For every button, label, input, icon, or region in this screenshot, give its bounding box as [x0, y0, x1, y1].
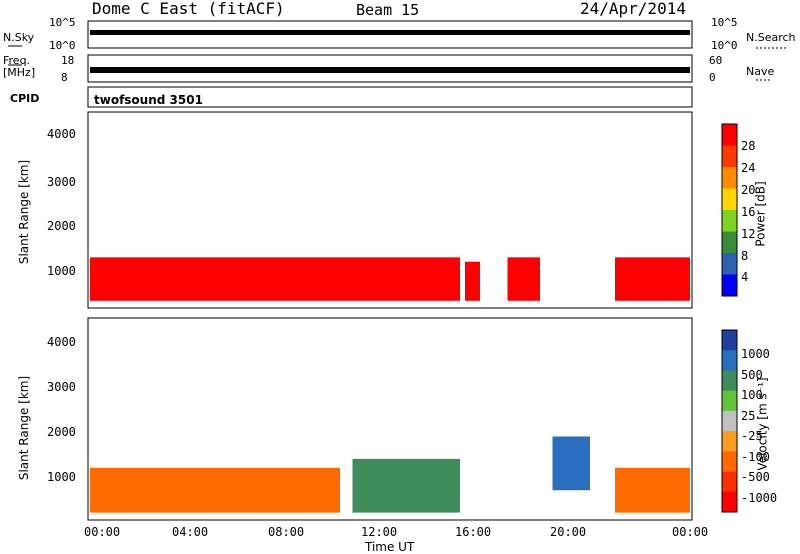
velocity-colorbar-swatch-4	[722, 410, 737, 432]
nsearch-label: N.Search	[746, 31, 796, 44]
velocity-colorbar-swatch-7	[722, 471, 737, 493]
power-ytick-4000: 4000	[47, 127, 76, 141]
xtick-0000: 00:00	[84, 525, 121, 539]
cpid-label: CPID	[10, 92, 40, 105]
vel-cb-tick-m500: -500	[741, 470, 770, 484]
power-colorbar-swatch-7	[722, 274, 737, 297]
cpid-value: twofsound 3501	[94, 93, 203, 107]
nave-tick-bottom: 0	[709, 71, 716, 84]
velocity-colorbar	[721, 329, 738, 513]
power-panel-frame	[87, 111, 693, 309]
velocity-colorbar-swatch-1	[722, 350, 737, 371]
date-title: 24/Apr/2014	[580, 0, 686, 18]
noise-trace	[90, 30, 690, 35]
freq-label: Freq.	[3, 54, 31, 67]
velocity-colorbar-swatch-8	[722, 491, 737, 513]
power-colorbar-swatch-4	[722, 210, 737, 232]
freq-panel-frame	[87, 54, 693, 83]
power-cb-tick-24: 24	[741, 161, 756, 175]
nsearch-tick-top: 10^5	[711, 16, 738, 29]
vel-ytick-2000: 2000	[47, 425, 76, 439]
vel-cb-tick-m100: -100	[741, 450, 770, 464]
power-echo-3	[507, 257, 540, 301]
nsearch-tick-bottom: 10^0	[711, 39, 738, 52]
velocity-colorbar-swatch-6	[722, 451, 737, 473]
velocity-echo-3	[615, 467, 690, 513]
nsky-label: N.Sky	[3, 31, 35, 44]
power-echo-4	[615, 257, 690, 301]
power-cb-tick-16: 16	[741, 205, 756, 219]
velocity-colorbar-swatch-2	[722, 370, 737, 392]
power-cb-tick-20: 20	[741, 183, 756, 197]
power-echo-2	[465, 261, 480, 301]
vel-cb-tick-100: 100	[741, 388, 763, 402]
power-ytick-2000: 2000	[47, 219, 76, 233]
velocity-colorbar-frame	[721, 329, 738, 513]
power-colorbar-frame	[721, 123, 738, 297]
xtick-1600: 16:00	[455, 525, 492, 539]
vel-cb-tick-500: 500	[741, 368, 763, 382]
nsky-tick-bottom: 10^0	[49, 39, 76, 52]
velocity-colorbar-swatch-5	[722, 431, 737, 452]
power-colorbar-swatch-2	[722, 167, 737, 189]
power-cb-tick-8: 8	[741, 249, 749, 263]
velocity-colorbar-swatch-3	[722, 390, 737, 412]
freq-tick-bottom: 8	[61, 71, 68, 84]
power-cb-tick-28: 28	[741, 139, 756, 153]
station-title: Dome C East (fitACF)	[92, 0, 285, 18]
xtick-0400: 04:00	[172, 525, 209, 539]
nsky-tick-top: 10^5	[49, 16, 76, 29]
power-echo-1	[340, 257, 460, 301]
power-cb-tick-4: 4	[741, 270, 749, 284]
noise-panel-frame	[87, 20, 693, 49]
velocity-colorbar-swatch-0	[722, 330, 737, 351]
power-echo-0	[90, 257, 340, 301]
vel-cb-tick-25: 25	[741, 409, 756, 423]
velocity-panel-frame	[87, 317, 693, 521]
nave-tick-top: 60	[709, 54, 723, 67]
power-colorbar-swatch-3	[722, 188, 737, 211]
power-colorbar-swatch-6	[722, 253, 737, 275]
power-echo-layer	[90, 257, 690, 301]
power-colorbar-swatch-1	[722, 145, 737, 168]
power-cb-tick-12: 12	[741, 227, 756, 241]
xtick-2000: 20:00	[550, 525, 587, 539]
freq-trace	[90, 67, 690, 73]
velocity-echo-0	[90, 467, 340, 513]
vel-cb-tick-1000: 1000	[741, 347, 770, 361]
beam-title: Beam 15	[356, 1, 420, 19]
power-ytick-1000: 1000	[47, 264, 76, 278]
power-colorbar	[721, 123, 738, 297]
xtick-0800: 08:00	[268, 525, 305, 539]
velocity-echo-2	[552, 436, 590, 491]
cpid-panel-frame	[87, 86, 693, 108]
xaxis-label: Time UT	[365, 540, 415, 554]
xtick-1200: 12:00	[361, 525, 398, 539]
power-ytick-3000: 3000	[47, 175, 76, 189]
freq-tick-top: 18	[61, 54, 75, 67]
vel-cb-tick-m25: -25	[741, 429, 763, 443]
vel-ytick-3000: 3000	[47, 380, 76, 394]
vel-ytick-4000: 4000	[47, 335, 76, 349]
xtick-2400: 00:00	[672, 525, 709, 539]
power-colorbar-swatch-5	[722, 231, 737, 254]
vel-ytick-1000: 1000	[47, 470, 76, 484]
power-colorbar-swatch-0	[722, 124, 737, 146]
velocity-echo-layer	[90, 436, 690, 513]
velocity-echo-1	[352, 458, 460, 513]
nave-label: Nave	[746, 65, 775, 78]
freq-unit-label: [MHz]	[3, 66, 36, 79]
vel-cb-tick-m1000: -1000	[741, 491, 778, 505]
